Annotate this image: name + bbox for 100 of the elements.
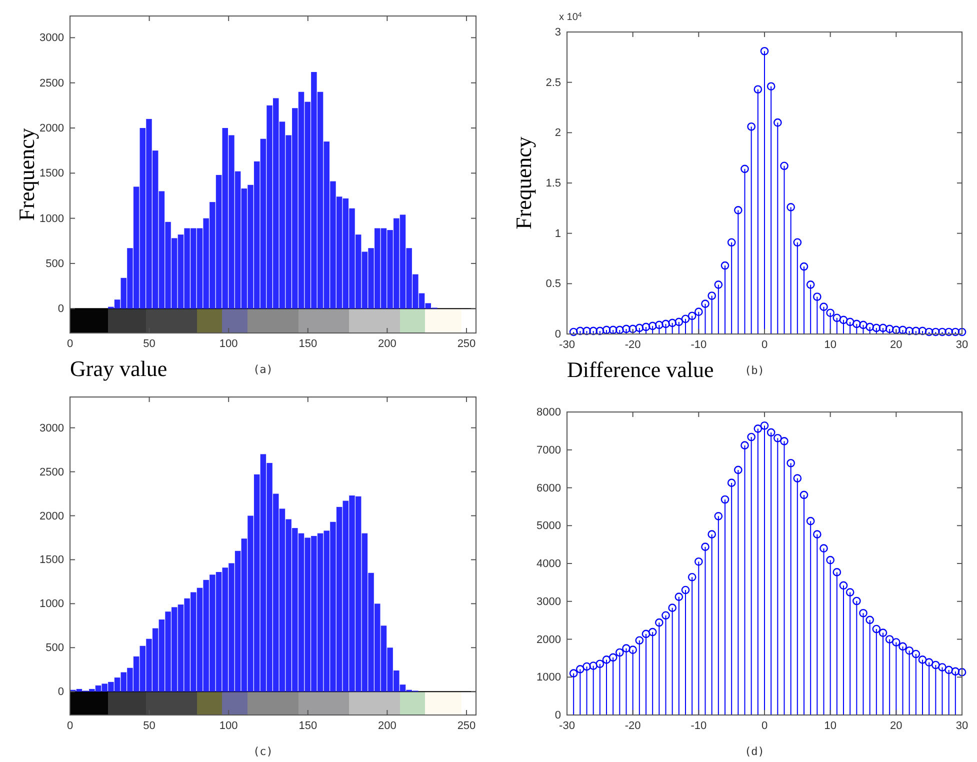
x-tick-label: 100 — [219, 720, 238, 732]
point — [866, 322, 874, 332]
y-axis-title: Frequency — [14, 128, 39, 221]
point — [793, 474, 802, 482]
point — [754, 85, 762, 94]
y-tick-label: 1.5 — [546, 178, 561, 190]
point — [912, 326, 920, 336]
point — [635, 324, 644, 332]
x-tick-label: 0 — [66, 720, 74, 732]
y-tick-label: 500 — [46, 642, 64, 654]
point — [839, 581, 848, 590]
x-tick-label: 10 — [824, 338, 836, 351]
point — [642, 322, 650, 332]
point — [674, 318, 684, 326]
point — [924, 658, 934, 667]
y-tick-label: 1000 — [40, 212, 64, 225]
point — [932, 660, 940, 670]
point — [760, 46, 769, 56]
x-tick-label: 100 — [219, 338, 238, 350]
point — [885, 324, 894, 334]
x-tick-label: 20 — [890, 720, 902, 732]
y-tick-label: 8000 — [536, 406, 561, 419]
point — [832, 568, 842, 576]
point — [628, 324, 637, 334]
x-tick-label: 30 — [956, 338, 968, 351]
x-tick-label: 200 — [378, 338, 396, 350]
point — [892, 638, 900, 646]
point — [958, 328, 966, 336]
point — [648, 628, 657, 636]
point — [642, 630, 650, 638]
x-tick-label: 0 — [66, 338, 74, 350]
x-tick-label: 20 — [890, 338, 902, 351]
point — [932, 328, 940, 336]
point — [747, 122, 756, 131]
y-tick-label: 6000 — [536, 482, 561, 494]
point — [800, 262, 808, 271]
point — [616, 648, 624, 657]
point — [628, 646, 637, 654]
point — [885, 635, 894, 644]
point — [938, 663, 946, 672]
point — [826, 308, 834, 318]
y-tick-label: 2500 — [40, 466, 64, 478]
x-tick-label: 150 — [298, 720, 318, 732]
point — [747, 432, 756, 442]
y-tick-label: 3 — [554, 26, 561, 39]
y-tick-label: 1000 — [40, 598, 64, 610]
x-tick-label: 200 — [378, 720, 396, 732]
point — [924, 328, 934, 336]
point — [648, 322, 657, 330]
point — [820, 302, 828, 311]
x-tick-label: 10 — [824, 720, 836, 732]
point — [820, 544, 828, 553]
point — [760, 421, 769, 430]
point — [608, 653, 618, 662]
x-axis-title: Gray value — [70, 356, 168, 381]
point — [898, 326, 907, 334]
point — [720, 261, 730, 270]
point — [786, 458, 795, 468]
x-tick-label: 0 — [761, 338, 768, 351]
point — [622, 644, 630, 652]
point — [918, 656, 927, 664]
y-tick-label: 5000 — [536, 520, 561, 532]
y-tick-label: 0 — [58, 686, 64, 698]
point — [740, 441, 749, 450]
y-tick-label: 2500 — [40, 77, 64, 90]
point — [944, 328, 953, 336]
y-tick-label: 7000 — [536, 444, 561, 456]
point — [958, 668, 966, 676]
point — [596, 660, 604, 668]
y-tick-label: 1 — [554, 228, 561, 240]
point — [589, 326, 598, 336]
point — [866, 616, 874, 624]
y-tick-label: 2000 — [40, 510, 64, 522]
point — [859, 320, 868, 330]
x-tick-label: -20 — [624, 720, 641, 732]
point — [912, 650, 920, 658]
x-tick-label: 50 — [143, 720, 156, 732]
point — [944, 666, 953, 674]
point — [602, 656, 611, 664]
point — [852, 596, 861, 606]
point — [846, 318, 854, 326]
y-tick-label: 0 — [554, 328, 561, 341]
point — [806, 280, 815, 289]
x-tick-label: -30 — [559, 338, 575, 351]
point — [740, 164, 749, 174]
point — [668, 604, 676, 612]
point — [616, 326, 624, 334]
point — [688, 572, 696, 582]
y-axis-title: Frequency — [511, 136, 536, 230]
point — [734, 466, 742, 474]
point — [872, 324, 881, 332]
x-tick-label: 250 — [457, 720, 476, 732]
x-tick-label: -10 — [690, 720, 707, 732]
point — [800, 490, 808, 500]
point — [608, 326, 618, 334]
y-tick-label: 2.5 — [546, 76, 561, 89]
x-tick-label: -10 — [690, 338, 707, 351]
y-tick-label: 0 — [554, 710, 561, 722]
point — [734, 206, 742, 214]
point — [892, 326, 900, 334]
